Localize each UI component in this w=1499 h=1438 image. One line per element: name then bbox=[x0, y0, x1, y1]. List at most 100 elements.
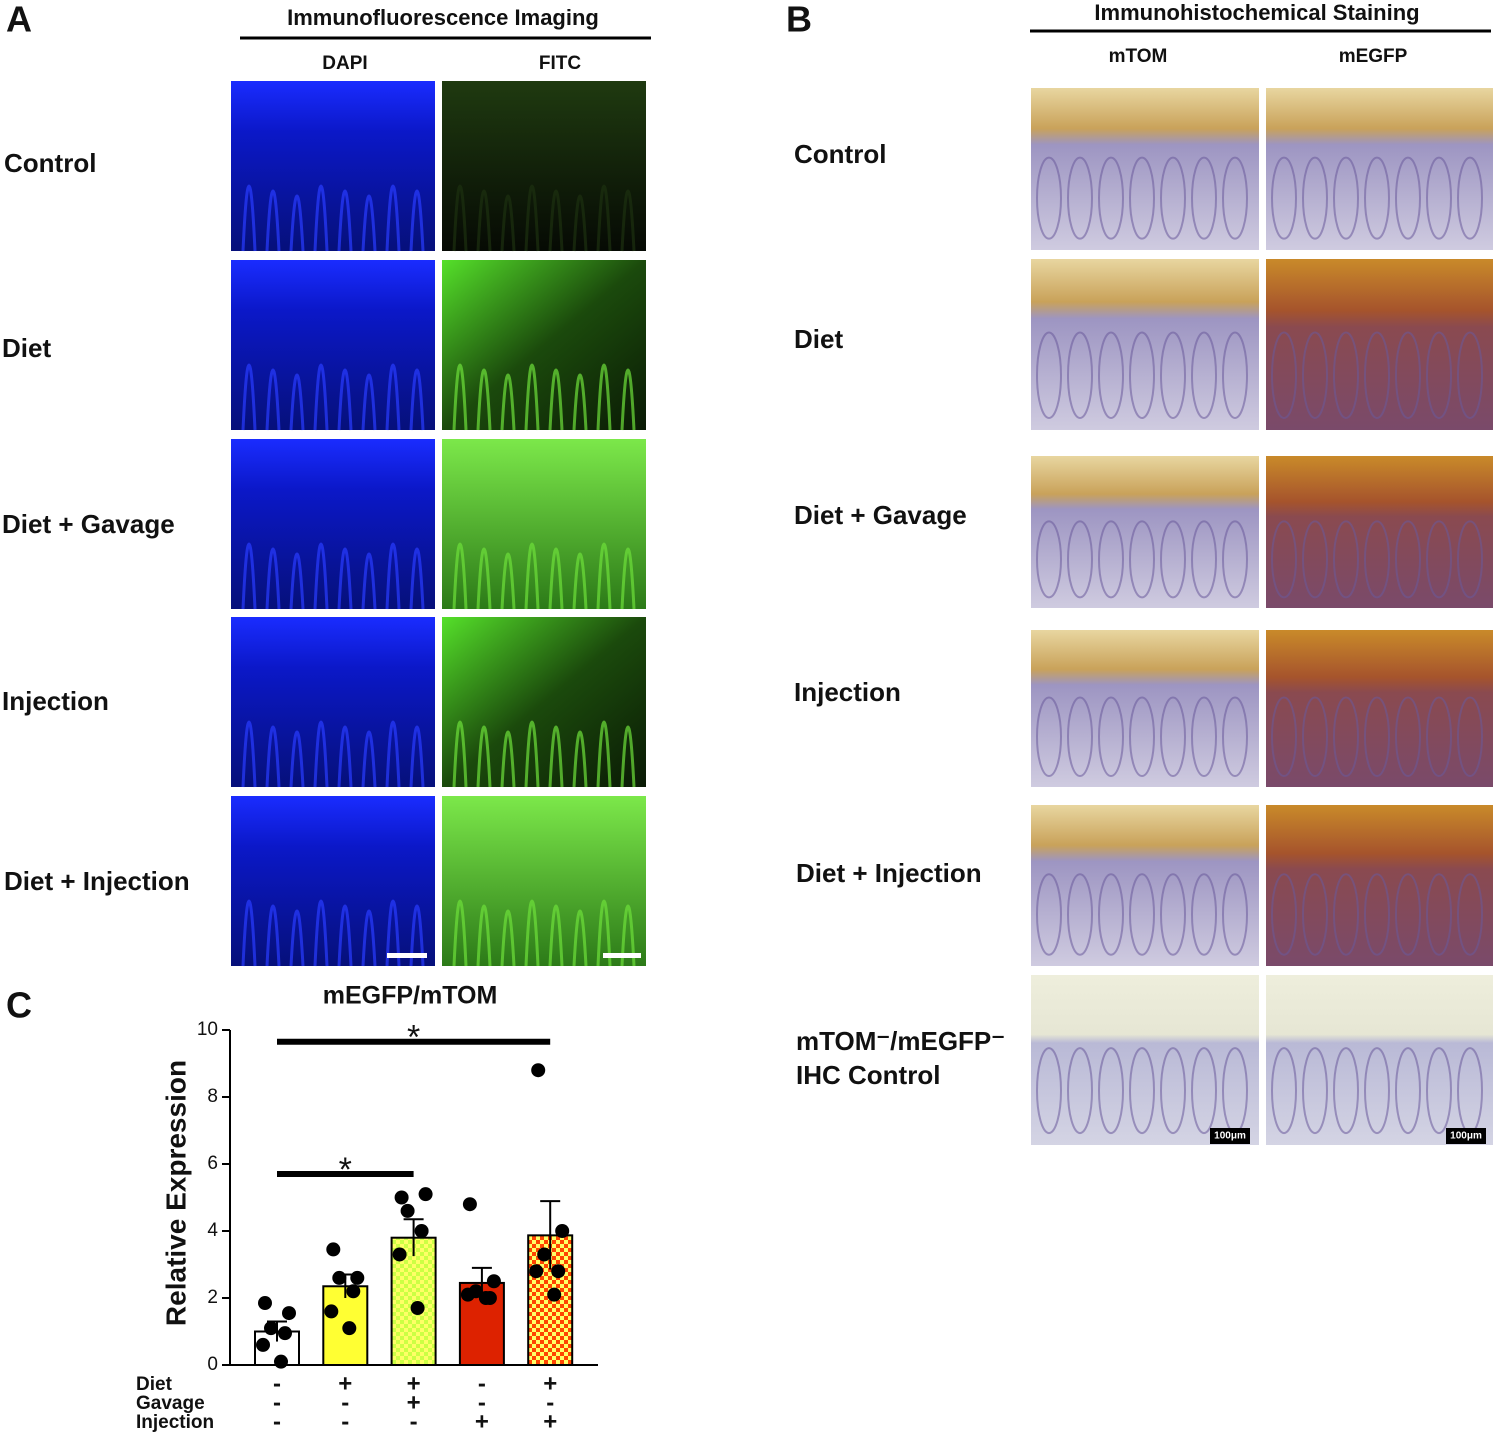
condition-sign: - bbox=[273, 1408, 281, 1435]
tissue-shape bbox=[524, 184, 540, 252]
tissue-shape bbox=[1457, 520, 1483, 599]
row-label: Diet + Gavage bbox=[2, 509, 175, 539]
tissue-shape bbox=[500, 730, 516, 788]
tissue-shape bbox=[1364, 873, 1390, 956]
condition-sign: - bbox=[478, 1389, 486, 1416]
tissue-shape bbox=[265, 368, 281, 431]
panel-title: Immunofluorescence Imaging bbox=[287, 5, 599, 30]
condition-sign: - bbox=[341, 1389, 349, 1416]
y-tick-label: 0 bbox=[207, 1354, 218, 1375]
tissue-shape bbox=[548, 725, 564, 788]
tissue-shape bbox=[548, 904, 564, 967]
tissue-shape bbox=[500, 373, 516, 431]
row-label: Injection bbox=[794, 677, 901, 707]
data-point bbox=[547, 1287, 562, 1302]
column-header: mTOM bbox=[1109, 46, 1168, 67]
micrograph bbox=[1266, 805, 1493, 966]
tissue-shape bbox=[452, 363, 468, 431]
condition-sign: - bbox=[273, 1389, 281, 1416]
tissue-shape bbox=[1426, 696, 1452, 778]
tissue-shape bbox=[452, 184, 468, 252]
tissue-shape bbox=[596, 363, 612, 431]
tissue-shape bbox=[1067, 696, 1093, 778]
tissue-shape bbox=[313, 899, 329, 967]
micrograph bbox=[231, 439, 435, 609]
micrograph bbox=[1031, 259, 1259, 430]
tissue-shape bbox=[1191, 331, 1217, 420]
tissue-shape bbox=[1222, 520, 1248, 599]
tissue-shape bbox=[289, 730, 305, 788]
tissue-shape bbox=[337, 547, 353, 610]
tissue-shape bbox=[313, 184, 329, 252]
tissue-shape bbox=[572, 194, 588, 252]
tissue-shape bbox=[572, 730, 588, 788]
column-header: mEGFP bbox=[1339, 46, 1408, 67]
data-point bbox=[350, 1270, 365, 1285]
tissue-shape bbox=[596, 184, 612, 252]
micrograph bbox=[442, 796, 646, 966]
tissue-shape bbox=[596, 899, 612, 967]
data-point bbox=[342, 1321, 357, 1336]
micrograph bbox=[1266, 630, 1493, 787]
tissue-shape bbox=[1457, 696, 1483, 778]
tissue-shape bbox=[1036, 873, 1062, 956]
tissue-shape bbox=[1098, 520, 1124, 599]
data-point bbox=[264, 1321, 278, 1336]
tissue-shape bbox=[1160, 331, 1186, 420]
tissue-shape bbox=[361, 373, 377, 431]
tissue-shape bbox=[548, 368, 564, 431]
tissue-shape bbox=[452, 899, 468, 967]
tissue-shape bbox=[265, 904, 281, 967]
data-point bbox=[326, 1242, 341, 1257]
data-point bbox=[551, 1264, 566, 1279]
y-tick-label: 6 bbox=[207, 1153, 218, 1174]
data-point bbox=[414, 1224, 429, 1238]
row-label: Injection bbox=[2, 686, 109, 716]
tissue-shape bbox=[337, 189, 353, 252]
tissue-shape bbox=[1395, 1047, 1421, 1135]
condition-sign: - bbox=[341, 1408, 349, 1435]
tissue-shape bbox=[361, 730, 377, 788]
tissue-shape bbox=[1160, 156, 1186, 240]
tissue-shape bbox=[1333, 1047, 1359, 1135]
tissue-shape bbox=[1129, 873, 1155, 956]
tissue-shape bbox=[1067, 520, 1093, 599]
tissue-shape bbox=[313, 363, 329, 431]
tissue-shape bbox=[385, 720, 401, 788]
condition-sign: + bbox=[543, 1408, 557, 1435]
tissue-shape bbox=[1271, 1047, 1297, 1135]
condition-name: Injection bbox=[136, 1412, 214, 1433]
tissue-shape bbox=[452, 542, 468, 610]
tissue-shape bbox=[1364, 696, 1390, 778]
data-point bbox=[274, 1354, 288, 1369]
micrograph bbox=[231, 81, 435, 251]
data-point bbox=[332, 1270, 347, 1285]
condition-sign: - bbox=[410, 1408, 418, 1435]
tissue-shape bbox=[1067, 873, 1093, 956]
scale-bar bbox=[387, 953, 427, 958]
tissue-shape bbox=[1271, 156, 1297, 240]
tissue-shape bbox=[500, 552, 516, 610]
tissue-shape bbox=[313, 542, 329, 610]
tissue-shape bbox=[1191, 156, 1217, 240]
data-point bbox=[258, 1296, 272, 1311]
row-label: Diet + Injection bbox=[796, 858, 982, 888]
tissue-shape bbox=[1457, 873, 1483, 956]
micrograph bbox=[231, 260, 435, 430]
micrograph bbox=[1031, 456, 1259, 608]
tissue-shape bbox=[1364, 331, 1390, 420]
data-point bbox=[529, 1264, 544, 1279]
tissue-shape bbox=[241, 720, 257, 788]
tissue-shape bbox=[1222, 873, 1248, 956]
row-label: Control bbox=[794, 139, 886, 169]
tissue-shape bbox=[476, 189, 492, 252]
tissue-shape bbox=[1129, 696, 1155, 778]
panel-label: C bbox=[6, 985, 32, 1026]
tissue-shape bbox=[1036, 331, 1062, 420]
significance-label: * bbox=[339, 1151, 352, 1189]
row-label: Diet + Injection bbox=[4, 866, 190, 896]
tissue-shape bbox=[1395, 156, 1421, 240]
y-tick-label: 8 bbox=[207, 1086, 218, 1107]
data-point bbox=[486, 1274, 501, 1289]
